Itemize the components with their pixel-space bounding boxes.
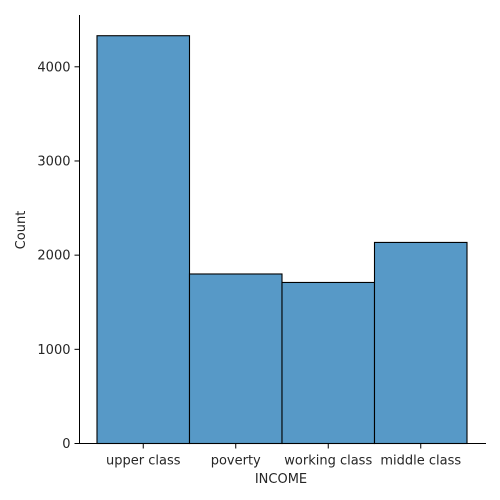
y-tick-label: 0 <box>62 437 70 452</box>
y-tick-label: 4000 <box>37 60 70 75</box>
x-tick-label: upper class <box>106 454 181 469</box>
x-axis-ticks: upper class poverty working class middle cl… <box>106 443 461 469</box>
bar-working-class <box>281 281 376 445</box>
bar-poverty <box>188 273 283 445</box>
y-axis-ticks: 0 1000 2000 3000 4000 <box>37 60 80 452</box>
bar-middle-class <box>373 241 468 445</box>
bar-upper-class <box>96 35 191 445</box>
y-tick-label: 2000 <box>37 249 70 264</box>
x-tick-label: middle class <box>380 454 461 469</box>
y-tick-label: 3000 <box>37 154 70 169</box>
bars-group <box>96 35 468 445</box>
x-tick-label: poverty <box>211 454 261 469</box>
y-tick-label: 1000 <box>37 343 70 358</box>
y-axis-label: Count <box>14 211 29 250</box>
x-axis-label: INCOME <box>255 472 307 487</box>
x-tick-label: working class <box>284 454 372 469</box>
